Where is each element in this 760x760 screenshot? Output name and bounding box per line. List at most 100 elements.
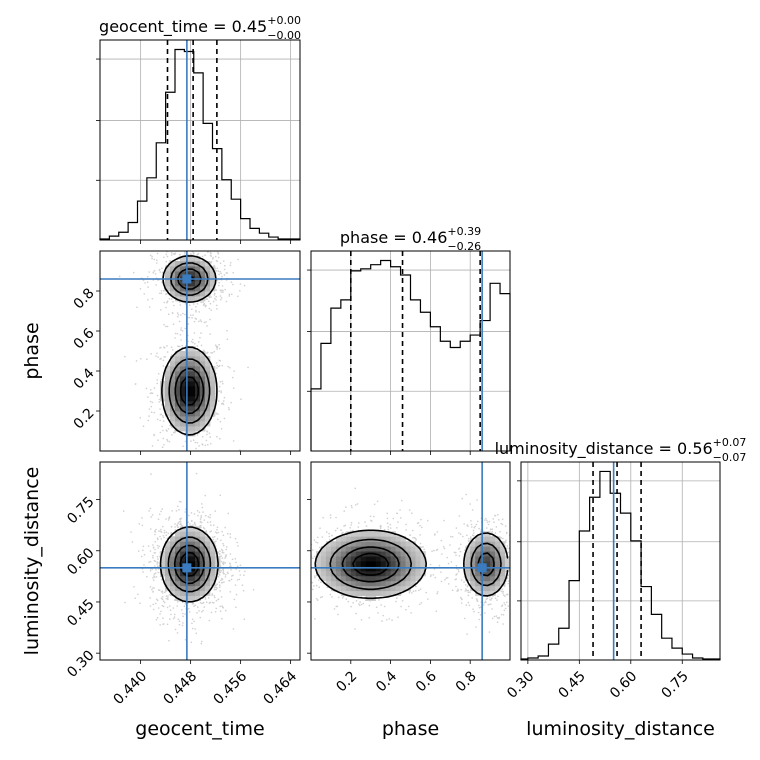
density-cell (190, 346, 196, 352)
density-cell (200, 286, 206, 292)
density-cell (170, 421, 176, 427)
density-cell (210, 381, 216, 387)
density-cell (190, 426, 196, 432)
density-cell (405, 541, 411, 547)
density-cell (355, 531, 362, 537)
density-cell (390, 585, 396, 592)
density-cell (175, 421, 181, 427)
density-cell (185, 361, 191, 367)
density-cell (175, 416, 181, 422)
density-cell (185, 396, 191, 402)
contour-line (329, 538, 502, 591)
title-plus: +0.07 (713, 436, 747, 449)
density-cell (165, 281, 171, 287)
density-cell (205, 416, 211, 422)
density-cell (500, 570, 506, 577)
density-cell (170, 376, 176, 382)
title-value: 0.46 (412, 228, 448, 247)
density-cell (405, 551, 411, 557)
density-cell (465, 570, 471, 577)
density-cell (180, 595, 186, 601)
density-cell (350, 551, 357, 557)
x-tick-label: 0.464 (261, 668, 301, 708)
density-cell (380, 556, 387, 562)
contour-line (167, 536, 212, 593)
density-cell (375, 590, 382, 597)
density-cell (195, 585, 201, 592)
density-cell (355, 536, 362, 542)
density-cell (325, 551, 332, 557)
density-cell (180, 391, 186, 397)
density-cell (195, 570, 201, 577)
density-cell (175, 381, 181, 387)
density-cell (470, 580, 476, 587)
density-cell (200, 291, 206, 297)
y-tick-label: 0.2 (71, 405, 98, 432)
density-cell (210, 271, 216, 277)
density-cell (190, 526, 196, 532)
contour-panel-phase-luminosity_distance (307, 461, 511, 664)
density-cell (200, 356, 206, 362)
density-cell (165, 396, 171, 402)
axes-frame (99, 39, 301, 241)
density-cell (205, 266, 211, 272)
density-cell (370, 546, 377, 552)
density-cell (170, 356, 176, 362)
density-cell (195, 551, 201, 557)
title-value: 0.45 (232, 17, 268, 36)
density-cell (470, 556, 476, 562)
density-cell (190, 541, 196, 547)
x-tick-label: 0.456 (211, 668, 251, 708)
density-cell (375, 580, 382, 587)
density-cell (380, 580, 387, 587)
density-cell (405, 561, 411, 567)
panel-title: geocent_time = 0.45+0.00 (99, 14, 301, 37)
density-cell (190, 281, 196, 287)
density-cell (195, 256, 201, 262)
density-cell (180, 546, 186, 552)
density-cell (180, 296, 186, 302)
density-cell (340, 585, 347, 592)
density-cell (175, 556, 181, 562)
density-cell (165, 391, 171, 397)
density-cell (485, 575, 491, 582)
density-cell (385, 570, 391, 577)
density-cell (385, 536, 391, 542)
density-cell (185, 346, 191, 352)
density-cell (400, 551, 406, 557)
density-cell (160, 570, 166, 577)
density-cell (350, 531, 357, 537)
density-cell (185, 281, 191, 287)
density-cell (385, 580, 391, 587)
density-cell (200, 551, 206, 557)
density-cell (180, 406, 186, 412)
density-cell (180, 580, 186, 587)
density-cell (205, 261, 211, 267)
density-cell (495, 561, 501, 567)
density-cell (350, 580, 357, 587)
density-cell (185, 526, 191, 532)
density-cell (170, 361, 176, 367)
density-cell (490, 590, 496, 597)
density-cell (475, 570, 481, 577)
density-cell (365, 575, 372, 582)
density-cell (490, 536, 496, 542)
density-cell (175, 391, 181, 397)
density-cell (195, 361, 201, 367)
density-cell (185, 546, 191, 552)
density-cell (330, 546, 337, 552)
density-cell (200, 561, 206, 567)
density-cell (175, 291, 181, 297)
contour-line (161, 255, 218, 436)
density-cell (175, 536, 181, 542)
density-cell (190, 421, 196, 427)
density-cell (165, 551, 171, 557)
density-cell (165, 366, 171, 372)
density-cell (475, 546, 481, 552)
contour-line (314, 529, 509, 600)
density-cell (370, 570, 377, 577)
density-cell (335, 580, 342, 587)
density-cell (170, 416, 176, 422)
density-cell (165, 406, 171, 412)
density-cell (180, 266, 186, 272)
